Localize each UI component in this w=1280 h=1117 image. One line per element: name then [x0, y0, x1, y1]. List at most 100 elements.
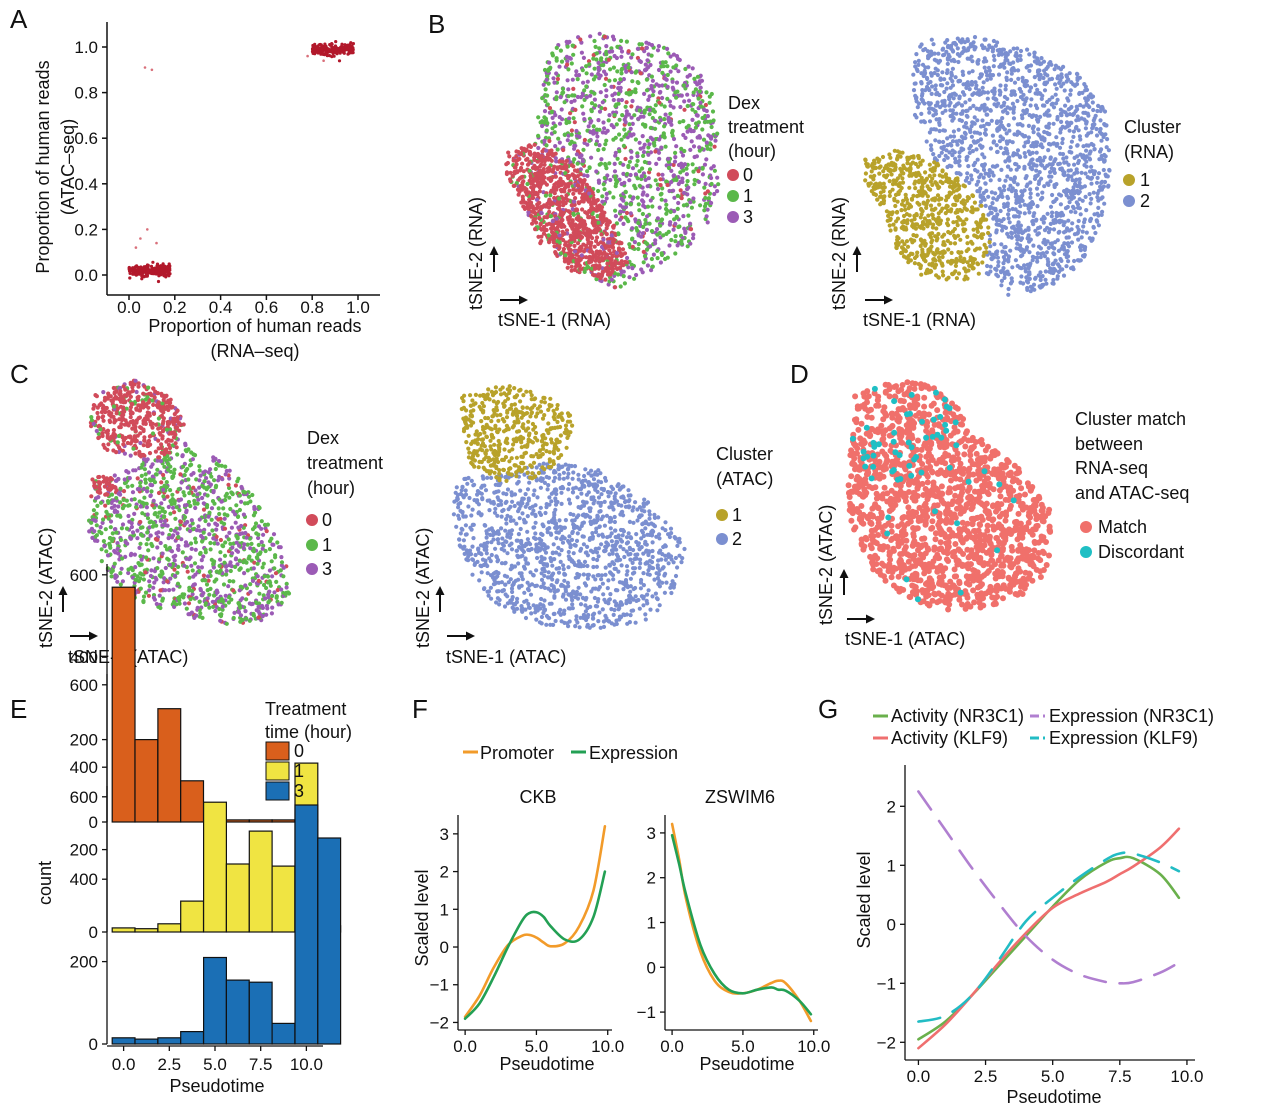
panel-b-left-point: [584, 64, 589, 69]
panel-b-right-point-cluster1: [946, 247, 951, 252]
panel-b-left-point: [600, 199, 605, 204]
panel-b-left-point: [636, 246, 641, 252]
panel-b-left-point: [548, 214, 554, 219]
panel-b-left-point: [512, 171, 518, 176]
panel-a-point-human: [313, 50, 317, 54]
panel-b-left-point: [536, 115, 541, 120]
panel-b-right-point-cluster2: [1038, 246, 1043, 251]
panel-b-right-point-cluster2: [934, 58, 939, 63]
panel-b-left-point: [609, 84, 614, 89]
panel-b-right-point-cluster1: [918, 243, 923, 249]
panel-b-left-point: [655, 256, 660, 261]
panel-b-left-point: [559, 59, 565, 64]
panel-b-left-point: [657, 156, 662, 161]
panel-b-left-point: [641, 199, 646, 204]
panel-b-left-point: [554, 159, 559, 164]
panel-b-left-point: [564, 164, 569, 169]
panel-b-left-point: [551, 76, 556, 81]
panel-b-left-point: [603, 72, 609, 77]
panel-a-xtick-label: 0.8: [300, 298, 324, 317]
panel-b-left-point: [619, 49, 625, 54]
panel-b-left-point: [667, 243, 672, 248]
panel-b-right-point-cluster1: [875, 184, 880, 189]
panel-b-left-point: [609, 233, 614, 238]
panel-b-left-point: [619, 71, 624, 76]
panel-b-right-point-cluster2: [1098, 149, 1103, 154]
panel-b-left-point: [657, 137, 662, 142]
panel-b-left-point: [610, 263, 615, 268]
panel-b-left-point: [556, 136, 561, 141]
panel-b-left-point: [567, 116, 572, 121]
panel-b-left-point: [572, 199, 577, 204]
panel-b-left-point: [594, 263, 599, 268]
panel-b-right-point-cluster2: [1044, 80, 1050, 85]
panel-b-right-point-cluster2: [1042, 103, 1047, 108]
panel-b-right-point-cluster2: [1099, 138, 1104, 143]
panel-b-right-point-cluster2: [1044, 250, 1049, 255]
panel-b-right-point-cluster1: [896, 190, 901, 195]
panel-b-left-point: [592, 97, 598, 102]
panel-b-left-point: [581, 55, 587, 61]
panel-b-right-point-cluster2: [976, 179, 981, 184]
panel-b-left-point: [645, 214, 650, 219]
panel-b-left-point: [689, 205, 695, 210]
panel-b-right-point-cluster2: [924, 139, 929, 144]
panel-b-left-point: [659, 64, 664, 69]
panel-b-right-point-cluster2: [1071, 267, 1076, 272]
panel-b-left-point: [695, 82, 700, 87]
panel-b-left-point: [707, 100, 712, 105]
panel-b-left-point: [641, 249, 646, 254]
panel-b-right-point-cluster2: [1046, 148, 1051, 153]
panel-b-right-point-cluster1: [868, 174, 873, 179]
panel-b-right-point-cluster2: [1041, 158, 1046, 163]
panel-b-right-point-cluster1: [940, 254, 945, 260]
panel-b-left-point: [652, 143, 657, 148]
panel-label-b: B: [428, 9, 445, 39]
panel-b-right-point-cluster2: [963, 178, 969, 183]
panel-b-left-point: [630, 98, 635, 104]
panel-b-right-point-cluster2: [1009, 92, 1014, 97]
panel-b-right-point-cluster2: [926, 81, 931, 86]
panel-b-right-point-cluster2: [1059, 119, 1064, 124]
panel-b-right-point-cluster1: [894, 210, 900, 215]
panel-b-right-point-cluster2: [1009, 235, 1014, 240]
panel-b-right-point-cluster2: [950, 108, 956, 113]
panel-b-right-point-cluster1: [863, 178, 868, 183]
panel-a-point-human: [334, 48, 338, 52]
panel-b-left-point: [525, 181, 530, 187]
panel-b-right-point-cluster1: [921, 200, 926, 205]
panel-b-right-point-cluster2: [1018, 53, 1023, 59]
panel-b-left-point: [637, 169, 642, 174]
panel-b-right-point-cluster2: [1058, 67, 1064, 72]
panel-b-right-point-cluster2: [1083, 126, 1088, 131]
panel-b-right-point-cluster2: [1094, 133, 1100, 138]
panel-b-right-point-cluster2: [931, 42, 936, 47]
panel-b-left-ylabel: tSNE-2 (RNA): [466, 197, 486, 310]
panel-b-right-point-cluster2: [991, 206, 996, 211]
panel-b-left-point: [623, 120, 628, 125]
panel-b-left-point: [636, 202, 641, 207]
panel-b-left-point: [659, 191, 664, 196]
panel-b-left-point: [607, 113, 612, 118]
panel-b-right-point-cluster2: [1102, 109, 1108, 114]
panel-b-left-point: [589, 89, 594, 94]
panel-b-right-point-cluster1: [912, 217, 917, 222]
panel-b-right-point-cluster2: [977, 75, 982, 80]
panel-b-left-point: [585, 173, 590, 178]
panel-b-right-point-cluster2: [1025, 236, 1030, 241]
panel-b-left-point: [634, 272, 639, 278]
panel-b-right-point-cluster2: [950, 92, 955, 97]
panel-b-left-point: [588, 130, 593, 135]
panel-b-left-point: [574, 152, 580, 157]
panel-b-right-point-cluster1: [887, 179, 892, 184]
panel-b-right-point-cluster1: [939, 196, 944, 201]
panel-b-right-point-cluster1: [930, 213, 935, 218]
panel-b-left-point: [703, 195, 708, 201]
panel-b-left-point: [633, 137, 639, 142]
panel-b-right-point-cluster2: [919, 111, 924, 116]
panel-b-right-point-cluster1: [947, 180, 953, 185]
panel-b-left-point: [601, 120, 606, 125]
panel-b-right-point-cluster2: [945, 136, 950, 141]
panel-b-right-point-cluster2: [1014, 52, 1019, 58]
